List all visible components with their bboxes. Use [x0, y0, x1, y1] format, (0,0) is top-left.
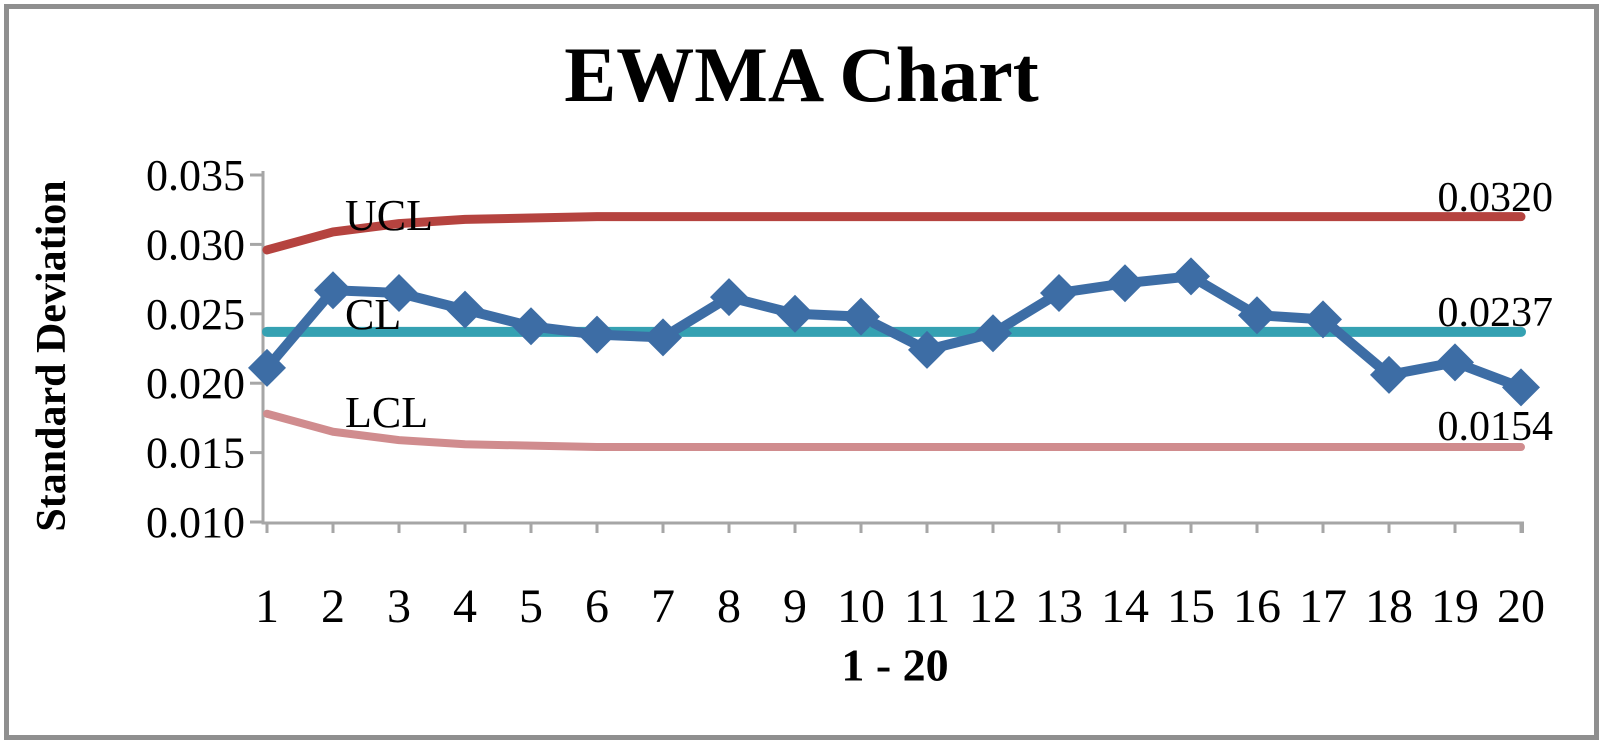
ewma-point-marker — [1040, 273, 1078, 312]
x-axis-tick-label: 11 — [904, 580, 950, 633]
ewma-point-marker — [1172, 257, 1210, 296]
x-axis-tick-label: 5 — [519, 580, 543, 633]
x-axis-tick-label: 4 — [453, 580, 477, 633]
ewma-point-marker — [776, 294, 814, 333]
ucl-value-label: 0.0320 — [1437, 175, 1554, 221]
ucl-series-line — [262, 212, 1526, 255]
y-axis-tick-label: 0.010 — [146, 498, 245, 547]
x-axis-tick-label: 17 — [1299, 580, 1347, 633]
cl-line-label: CL — [345, 290, 402, 339]
lcl-value-label: 0.0154 — [1437, 404, 1554, 450]
ewma-point-marker — [974, 314, 1012, 353]
x-axis-tick-label: 19 — [1431, 580, 1479, 633]
ewma-point-marker — [1238, 296, 1276, 335]
ucl-line-label: UCL — [345, 191, 433, 240]
x-axis-tick-label: 1 — [255, 580, 279, 633]
x-axis-tick-label: 18 — [1365, 580, 1413, 633]
y-axis-tick-label: 0.020 — [146, 359, 245, 408]
chart-title: EWMA Chart — [564, 31, 1039, 118]
ewma-point-marker — [1370, 355, 1408, 394]
ewma-point-marker — [842, 297, 880, 336]
x-axis-tick-label: 15 — [1167, 580, 1215, 633]
x-axis-tick-label: 9 — [783, 580, 807, 633]
x-axis-title: 1 - 20 — [841, 639, 949, 691]
ewma-point-marker — [1304, 300, 1342, 339]
x-axis-tick-label: 7 — [651, 580, 675, 633]
x-axis-tick-label: 14 — [1101, 580, 1149, 633]
x-axis-tick-label: 13 — [1035, 580, 1083, 633]
x-axis-tick-label: 10 — [837, 580, 885, 633]
ewma-point-marker — [248, 348, 286, 387]
ewma-point-marker — [314, 271, 352, 310]
x-axis-tick-label: 2 — [321, 580, 345, 633]
y-axis-tick-label: 0.015 — [146, 429, 245, 478]
ewma-point-marker — [380, 273, 418, 312]
ewma-point-marker — [908, 330, 946, 369]
y-axis-tick-label: 0.030 — [146, 220, 245, 269]
lcl-line-label: LCL — [345, 388, 429, 437]
ewma-point-marker — [710, 278, 748, 317]
lcl-series-line — [263, 409, 1525, 452]
ewma-point-marker — [446, 290, 484, 329]
ewma-point-marker — [1436, 343, 1474, 382]
x-axis-tick-label: 8 — [717, 580, 741, 633]
ewma-point-marker — [644, 318, 682, 357]
y-axis-tick-label: 0.035 — [146, 151, 245, 200]
x-axis-tick-label: 16 — [1233, 580, 1281, 633]
y-axis-tick-label: 0.025 — [146, 290, 245, 339]
x-axis-tick-label: 6 — [585, 580, 609, 633]
ewma-point-marker — [578, 315, 616, 354]
ewma-point-marker — [512, 307, 550, 346]
cl-value-label: 0.0237 — [1437, 290, 1554, 336]
x-axis-tick-label: 12 — [969, 580, 1017, 633]
x-axis-tick-label: 20 — [1497, 580, 1545, 633]
ewma-point-marker — [1106, 264, 1144, 303]
x-axis-tick-label: 3 — [387, 580, 411, 633]
ewma-point-marker — [1502, 368, 1540, 407]
